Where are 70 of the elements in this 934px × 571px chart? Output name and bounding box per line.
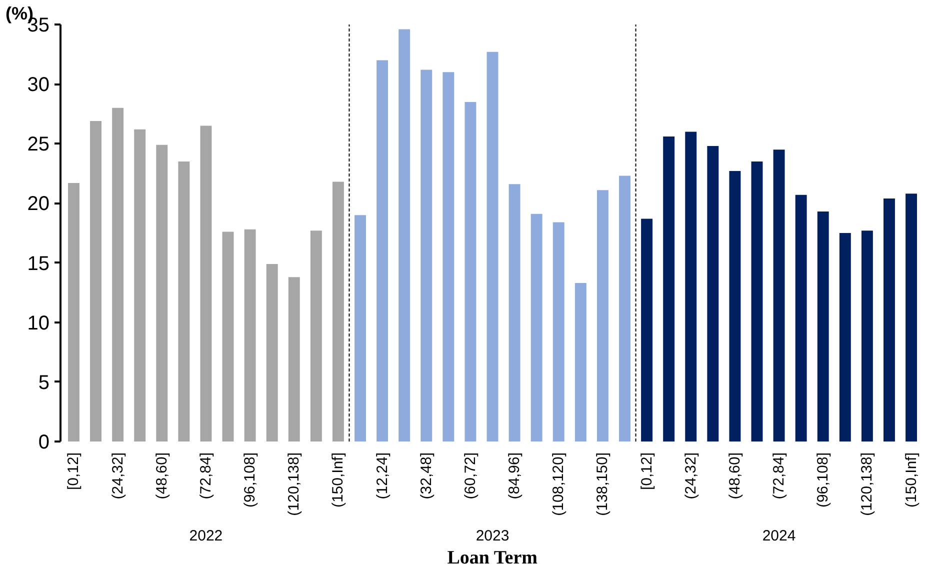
bar — [795, 194, 807, 442]
x-tick-label: (24,32] — [109, 452, 126, 500]
bar — [112, 108, 124, 442]
bar — [464, 102, 476, 442]
x-tick-label: (12,24] — [374, 452, 391, 500]
bar — [685, 132, 697, 442]
bar — [68, 182, 80, 442]
bar — [200, 126, 212, 442]
x-axis-title: Loan Term — [447, 548, 538, 568]
bar — [508, 184, 520, 442]
bar — [751, 162, 763, 442]
bar — [288, 277, 300, 442]
bar — [861, 230, 873, 442]
bar — [90, 121, 102, 442]
x-tick-label: (120,138] — [286, 452, 303, 516]
x-tick-label: (96,108] — [814, 452, 832, 508]
bar — [552, 222, 564, 442]
bar — [619, 176, 630, 442]
bar — [244, 229, 256, 442]
bar — [663, 136, 675, 442]
bar — [641, 218, 653, 442]
x-tick-label: (96,108] — [242, 452, 259, 508]
y-tick-label: 20 — [27, 193, 50, 216]
x-tick-label: (60,72] — [462, 452, 479, 500]
bar — [178, 162, 190, 442]
bar — [906, 194, 918, 442]
bar — [729, 171, 741, 442]
bar — [596, 190, 608, 442]
bar — [398, 29, 410, 442]
bar — [376, 60, 388, 442]
y-tick-label: 25 — [27, 134, 50, 156]
x-tick-label: (84,96] — [506, 452, 524, 500]
text: 2024 — [762, 528, 796, 544]
x-tick-label: (72,84] — [770, 452, 788, 500]
x-tick-label: (150,Inf] — [902, 452, 920, 508]
bar — [354, 215, 366, 442]
x-tick-label: [0,12] — [638, 452, 656, 490]
bar — [817, 212, 829, 442]
bar — [134, 129, 146, 442]
x-tick-label: (150,Inf] — [330, 452, 347, 508]
x-tick-label: (24,32] — [682, 452, 700, 500]
bar — [266, 264, 278, 442]
x-tick-label: (48,60] — [726, 452, 744, 500]
x-tick-label: (120,138] — [858, 452, 876, 516]
bar — [773, 150, 785, 442]
y-tick-label: 15 — [27, 252, 50, 275]
x-tick-label: (32,48] — [418, 452, 435, 500]
y-tick-label: 0 — [38, 432, 50, 454]
y-tick-label: 5 — [38, 372, 50, 394]
text: 2023 — [476, 528, 510, 544]
bar — [442, 72, 454, 442]
x-tick-label: (138,150] — [594, 452, 612, 516]
bar — [222, 232, 234, 442]
bar — [839, 233, 851, 442]
bar — [486, 52, 498, 442]
x-tick-label: (48,60] — [153, 452, 170, 500]
bar — [707, 146, 719, 442]
bar — [530, 214, 542, 442]
x-tick-label: (108,120] — [550, 452, 568, 516]
x-tick-label: [0,12] — [65, 452, 82, 490]
y-tick-label: 30 — [27, 74, 50, 96]
text: 2022 — [189, 528, 223, 544]
bar — [156, 144, 168, 442]
bar — [574, 283, 586, 442]
y-tick-label: 10 — [27, 312, 50, 334]
bar — [332, 182, 344, 442]
bar — [884, 198, 895, 442]
x-tick-label: (72,84] — [197, 452, 214, 500]
bar — [420, 70, 432, 442]
bar — [310, 230, 322, 442]
